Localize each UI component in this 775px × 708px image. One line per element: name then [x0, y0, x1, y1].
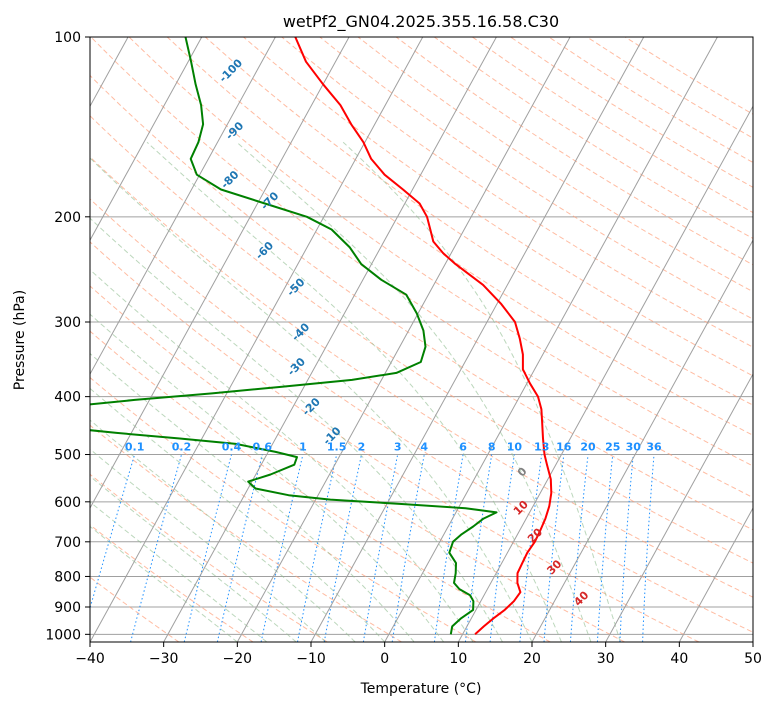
mixing-ratio-line — [216, 454, 263, 642]
isotherm — [605, 373, 753, 642]
moist-adiabat — [90, 501, 268, 642]
isotherm — [531, 239, 753, 642]
mixing-ratio-label: 0.1 — [125, 441, 145, 454]
dry-adiabat — [128, 37, 753, 467]
moist-adiabat — [90, 217, 503, 642]
isotherm — [384, 37, 718, 642]
moist-adiabat — [146, 141, 562, 642]
y-tick-label: 1000 — [45, 627, 81, 643]
y-tick-label: 600 — [54, 495, 81, 511]
mixing-ratio-label: 2 — [358, 441, 366, 454]
mixing-ratio-line — [90, 454, 136, 610]
y-axis-label: Pressure (hPa) — [12, 290, 28, 390]
isotherm — [90, 37, 350, 510]
dry-adiabat — [90, 115, 753, 564]
dry-adiabat — [90, 156, 753, 598]
y-tick-label: 500 — [54, 448, 81, 464]
mixing-ratio-line — [323, 454, 362, 642]
mixing-ratio-label: 3 — [394, 441, 402, 454]
dry-adiabat — [243, 37, 753, 377]
x-tick-label: 0 — [380, 651, 389, 667]
isotherm — [90, 37, 203, 242]
series-layer — [90, 37, 553, 636]
mixing-ratio-line — [619, 454, 634, 642]
mixing-ratio-label: 0.4 — [222, 441, 242, 454]
mixing-ratio-label: 8 — [488, 441, 496, 454]
mixing-ratio-line — [297, 454, 338, 642]
x-tick-label: 10 — [449, 651, 467, 667]
temperature-profile — [294, 37, 553, 636]
x-tick-label: 50 — [744, 651, 762, 667]
mixing-ratio-label: 10 — [507, 441, 523, 454]
dry-adiabat — [90, 198, 753, 633]
x-tick-label: 30 — [597, 651, 615, 667]
moist-adiabat — [342, 141, 621, 642]
mixing-ratio-label: 0.2 — [172, 441, 192, 454]
dry-adiabat — [281, 37, 753, 348]
dry-adiabat — [90, 241, 700, 642]
y-tick-label: 700 — [54, 535, 81, 551]
y-tick-label: 100 — [54, 30, 81, 46]
mixing-ratio-label: 4 — [420, 441, 428, 454]
y-axis: 100 200 300 400 500 600 700 800 900 1000 — [45, 30, 90, 643]
x-tick-label: −40 — [75, 651, 105, 667]
dry-adiabat — [90, 376, 477, 642]
x-tick-label: −10 — [296, 651, 326, 667]
mixing-ratio-line — [130, 454, 182, 642]
isotherm — [310, 37, 645, 642]
mixing-ratio-label: 13 — [534, 441, 549, 454]
moist-adiabat — [90, 525, 238, 642]
moist-adiabat — [90, 475, 297, 642]
x-axis-label: Temperature (°C) — [360, 681, 482, 697]
isotherm — [236, 37, 571, 642]
grid-layer — [90, 37, 753, 642]
mixing-ratio-label: 1 — [299, 441, 307, 454]
x-tick-label: −20 — [223, 651, 253, 667]
x-tick-label: −30 — [149, 651, 179, 667]
mixing-ratio-line — [642, 454, 655, 642]
mixing-ratio-label: 36 — [646, 441, 662, 454]
mixing-ratio-label: 30 — [626, 441, 642, 454]
moist-adiabat — [236, 141, 592, 642]
mixing-ratio-label: 16 — [556, 441, 572, 454]
isotherm — [163, 37, 497, 642]
x-axis: −40 −30 −20 −10 0 10 20 30 40 50 — [75, 642, 762, 667]
y-tick-label: 900 — [54, 600, 81, 616]
y-tick-label: 200 — [54, 210, 81, 226]
dry-adiabat — [90, 576, 180, 642]
chart-title: wetPf2_GN04.2025.355.16.58.C30 — [283, 12, 559, 32]
dry-adiabat — [90, 524, 254, 642]
x-tick-label: 40 — [670, 651, 688, 667]
y-tick-label: 300 — [54, 315, 81, 331]
dry-adiabat — [90, 424, 402, 642]
mixing-ratio-line — [569, 454, 589, 642]
dewpoint-profile — [90, 37, 498, 635]
mixing-ratio-line — [260, 454, 304, 642]
plot-frame — [89, 36, 754, 643]
mixing-ratio-line — [596, 454, 614, 642]
mixing-ratio-label: 1.5 — [327, 441, 347, 454]
isotherm — [457, 105, 753, 642]
moist-adiabat — [90, 313, 445, 642]
dry-adiabat — [204, 37, 753, 406]
mixing-ratio-label: 6 — [459, 441, 467, 454]
isotherm — [90, 37, 424, 642]
mixing-ratio-label: 0.6 — [253, 441, 273, 454]
isotherm — [90, 37, 276, 376]
moist-adiabat — [90, 448, 327, 642]
isotherm — [678, 507, 753, 642]
mixing-ratio-label: 25 — [605, 441, 620, 454]
mixing-ratio-label: 20 — [580, 441, 596, 454]
dry-adiabat — [90, 74, 753, 531]
y-tick-label: 800 — [54, 569, 81, 585]
moist-adiabat — [90, 419, 356, 642]
y-tick-label: 400 — [54, 390, 81, 406]
moist-adiabat — [90, 352, 415, 642]
x-tick-label: 20 — [523, 651, 541, 667]
moist-adiabat — [90, 387, 386, 642]
dry-adiabat — [90, 285, 625, 642]
